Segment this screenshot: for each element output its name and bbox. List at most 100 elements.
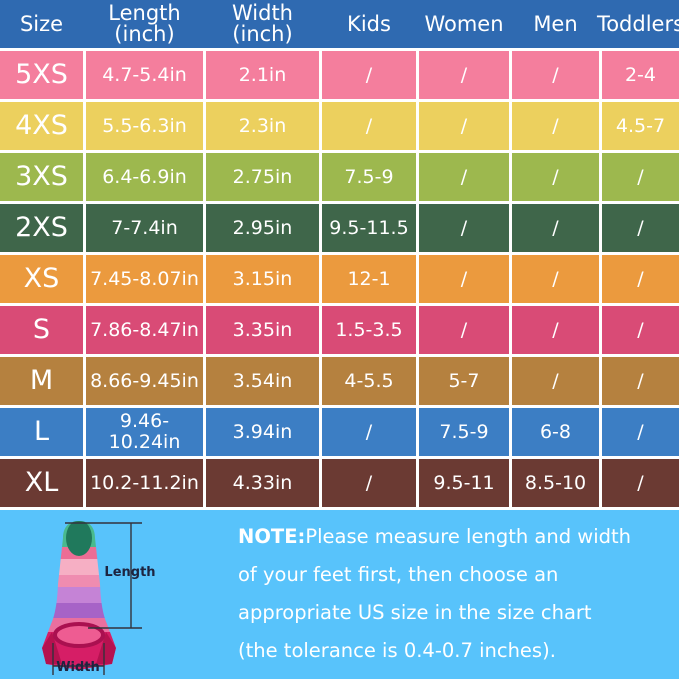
cell-kids: / [322,102,419,150]
cell-kids: / [322,51,419,99]
dimension-lines [52,522,142,675]
note-line: appropriate US size in the size chart [238,601,592,624]
cell-size: 3XS [0,153,86,201]
header-kids: Kids [322,0,419,48]
cell-size: S [0,306,86,354]
header-toddlers: Toddlers [597,0,679,48]
cell-men: / [512,306,602,354]
cell-toddlers: 4.5-7 [615,114,666,137]
table-row: L 9.46-10.24in 3.94in / 7.5-9 6-8 / [0,408,679,456]
note-line: NOTE:Please measure length and width [238,525,632,548]
cell-women: / [419,204,512,252]
header-men-label: Men [533,11,578,36]
cell-kids: 7.5-9 [322,153,419,201]
cell-men: 6-8 [512,408,602,456]
length-dimension-label: Length [104,565,155,580]
cell-kids: / [322,459,419,507]
cell-width: 4.33in [206,459,322,507]
cell-width: 2.75in [206,153,322,201]
table-row: M 8.66-9.45in 3.54in 4-5.5 5-7 / / [0,357,679,405]
cell-men: / [512,204,602,252]
header-length: Length (inch) [108,1,181,46]
cell-size: 2XS [0,204,86,252]
cell-size: 4XS [0,102,86,150]
cell-length: 4.7-5.4in [86,51,206,99]
cell-toddlers: 2-4 [624,63,657,86]
header-length-label: Length [108,1,181,25]
table-row: 2XS 7-7.4in 2.95in 9.5-11.5 / / / [0,204,679,252]
cell-men: / [512,255,602,303]
cell-women: / [419,51,512,99]
cell-women: 5-7 [419,357,512,405]
cell-women: 7.5-9 [419,408,512,456]
cell-toddlers: / [637,267,644,290]
cell-width: 3.94in [206,408,322,456]
cell-width: 3.54in [206,357,322,405]
cell-length: 7.45-8.07in [86,255,206,303]
cell-kids: 12-1 [322,255,419,303]
note-line: (the tolerance is 0.4-0.7 inches). [238,639,556,662]
cell-toddlers: / [637,420,644,443]
cell-toddlers: / [637,165,644,188]
bottom-section: Length Width NOTE:Please measure length … [0,510,679,679]
cell-kids: 9.5-11.5 [322,204,419,252]
cell-length: 6.4-6.9in [86,153,206,201]
cell-men: / [512,153,602,201]
fin-toe-opening [66,521,92,556]
table-header-row: Size Length (inch) Width (inch) Kids Wom… [0,0,679,48]
header-men: Men [512,0,602,48]
fin-heel-opening [53,622,105,648]
cell-women: / [419,306,512,354]
table-row: 4XS 5.5-6.3in 2.3in / / / 4.5-7 [0,102,679,150]
cell-length: 7.86-8.47in [86,306,206,354]
cell-men: / [512,102,602,150]
header-women-label: Women [424,11,504,36]
header-toddlers-label: Toddlers [596,11,679,36]
cell-men: 8.5-10 [512,459,602,507]
cell-size: 5XS [0,51,86,99]
cell-width: 2.1in [206,51,322,99]
cell-men: / [512,51,602,99]
cell-toddlers: / [637,471,644,494]
cell-width: 2.95in [206,204,322,252]
cell-toddlers: / [637,318,644,341]
cell-length: 7-7.4in [86,204,206,252]
table-row: XS 7.45-8.07in 3.15in 12-1 / / / [0,255,679,303]
header-width-label: Width [231,1,293,25]
cell-toddlers: / [637,216,644,239]
note-heading: NOTE: [238,525,306,548]
table-row: XL 10.2-11.2in 4.33in / 9.5-11 8.5-10 / [0,459,679,507]
table-row: 3XS 6.4-6.9in 2.75in 7.5-9 / / / [0,153,679,201]
fin-illustration [42,521,116,670]
cell-width: 2.3in [206,102,322,150]
fin-measurement-diagram: Length Width [42,521,156,675]
size-chart-table: Size Length (inch) Width (inch) Kids Wom… [0,0,679,507]
table-body: 5XS 4.7-5.4in 2.1in / / / 2-4 4XS 5.5-6.… [0,51,679,507]
header-kids-label: Kids [347,11,391,36]
cell-kids: 4-5.5 [322,357,419,405]
note-text: NOTE:Please measure length and width of … [238,518,668,670]
header-size-label: Size [19,11,64,36]
cell-women: / [419,153,512,201]
cell-women: / [419,255,512,303]
table-row: S 7.86-8.47in 3.35in 1.5-3.5 / / / [0,306,679,354]
table-row: 5XS 4.7-5.4in 2.1in / / / 2-4 [0,51,679,99]
cell-length: 5.5-6.3in [86,102,206,150]
cell-size: XL [0,459,86,507]
note-line: of your feet first, then choose an [238,563,559,586]
cell-women: / [419,102,512,150]
width-dimension-label: Width [56,660,100,675]
cell-kids: 1.5-3.5 [322,306,419,354]
cell-size: L [0,408,86,456]
header-women: Women [419,0,512,48]
cell-toddlers: / [637,369,644,392]
cell-length: 9.46-10.24in [86,408,206,456]
cell-width: 3.15in [206,255,322,303]
cell-length: 10.2-11.2in [86,459,206,507]
cell-width: 3.35in [206,306,322,354]
cell-men: / [512,357,602,405]
cell-size: M [0,357,86,405]
header-width: Width (inch) [231,1,293,46]
cell-kids: / [322,408,419,456]
